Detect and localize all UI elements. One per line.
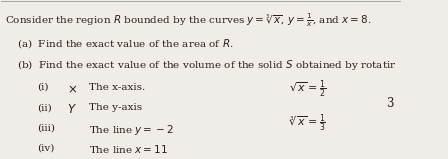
Text: $\mathit{Y}$: $\mathit{Y}$ <box>67 103 77 116</box>
Text: (i): (i) <box>37 83 49 92</box>
Text: $\sqrt[3]{x} = \frac{1}{3}$: $\sqrt[3]{x} = \frac{1}{3}$ <box>289 112 326 134</box>
Text: (ii): (ii) <box>37 103 52 112</box>
Text: (iv): (iv) <box>37 143 55 152</box>
Text: (iii): (iii) <box>37 123 55 132</box>
Text: Consider the region $R$ bounded by the curves $y = \sqrt[3]{x}$, $y = \frac{1}{x: Consider the region $R$ bounded by the c… <box>5 12 372 29</box>
Text: 3: 3 <box>386 97 394 110</box>
Text: $\sqrt{x} = \frac{1}{2}$: $\sqrt{x} = \frac{1}{2}$ <box>289 78 326 100</box>
Text: The y-axis: The y-axis <box>89 103 142 112</box>
Text: The line $y = -2$: The line $y = -2$ <box>89 123 174 137</box>
Text: The line $x = 11$: The line $x = 11$ <box>89 143 168 155</box>
Text: (a)  Find the exact value of the area of $R$.: (a) Find the exact value of the area of … <box>17 37 234 50</box>
Text: (b)  Find the exact value of the volume of the solid $S$ obtained by rotatir: (b) Find the exact value of the volume o… <box>17 58 397 72</box>
Text: The x-axis.: The x-axis. <box>89 83 146 92</box>
Text: $\times$: $\times$ <box>67 83 78 96</box>
